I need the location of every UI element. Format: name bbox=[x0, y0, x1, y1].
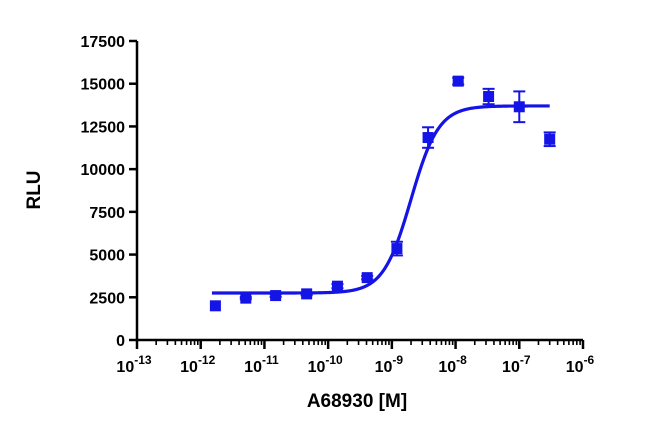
point-marker bbox=[209, 300, 221, 312]
y-tick-label: 15000 bbox=[81, 77, 126, 94]
y-tick-label: 17500 bbox=[81, 34, 126, 51]
y-tick-label: 10000 bbox=[81, 162, 126, 179]
x-tick-label: 10-6 bbox=[566, 353, 595, 376]
point-marker bbox=[422, 132, 434, 144]
data-point bbox=[390, 240, 403, 257]
y-tick-label: 2500 bbox=[89, 290, 125, 307]
point-marker bbox=[240, 292, 252, 304]
data-point bbox=[452, 75, 465, 87]
point-marker bbox=[513, 101, 525, 113]
x-tick-label: 10-9 bbox=[375, 353, 404, 376]
data-points-group bbox=[209, 75, 556, 312]
fit-curve bbox=[211, 104, 550, 295]
axes-group: 0 2500 5000 7500 10000 12500 15000 17500 10-13 10… bbox=[81, 34, 595, 376]
y-axis-title: RLU bbox=[24, 170, 45, 209]
point-marker bbox=[331, 280, 343, 292]
data-point bbox=[361, 272, 374, 284]
data-point bbox=[543, 131, 556, 148]
data-point bbox=[239, 292, 252, 304]
y-tick-label: 7500 bbox=[89, 205, 125, 222]
x-tick-label: 10-11 bbox=[244, 353, 279, 376]
y-tick-label: 0 bbox=[116, 333, 125, 350]
data-point bbox=[482, 87, 495, 106]
fit-curve-group bbox=[211, 104, 550, 295]
x-tick-label: 10-12 bbox=[180, 353, 215, 376]
data-point bbox=[269, 290, 282, 302]
point-marker bbox=[270, 290, 282, 302]
point-marker bbox=[483, 91, 495, 103]
data-point bbox=[422, 126, 435, 149]
data-point bbox=[331, 280, 344, 292]
y-tick-label: 5000 bbox=[89, 248, 125, 265]
point-marker bbox=[391, 243, 403, 255]
x-axis-title: A68930 [M] bbox=[307, 391, 407, 412]
x-tick-label: 10-7 bbox=[502, 353, 531, 376]
x-tick-label: 10-10 bbox=[308, 353, 343, 376]
point-marker bbox=[452, 75, 464, 87]
x-tick-label: 10-8 bbox=[438, 353, 467, 376]
data-point bbox=[513, 90, 526, 124]
point-marker bbox=[361, 272, 373, 284]
data-point bbox=[300, 288, 313, 300]
point-marker bbox=[544, 133, 556, 145]
point-marker bbox=[301, 288, 313, 300]
data-point bbox=[209, 300, 221, 312]
y-tick-label: 12500 bbox=[81, 119, 126, 136]
x-tick-label: 10-13 bbox=[116, 353, 151, 376]
